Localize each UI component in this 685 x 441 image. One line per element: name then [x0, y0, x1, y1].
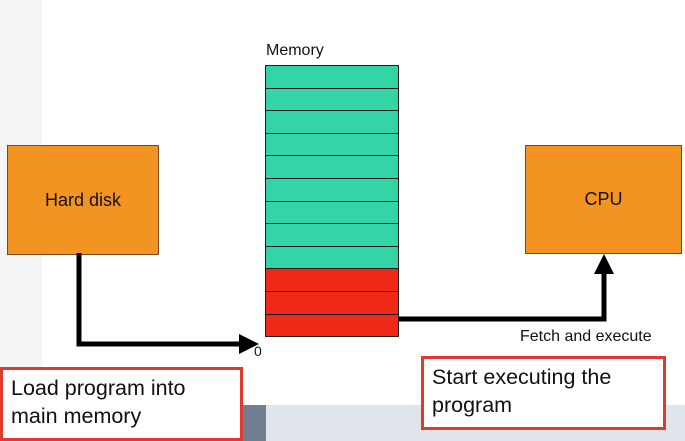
- start-executing-text: Start executing the program: [432, 365, 612, 417]
- bottom-slide-band-accent: [240, 405, 266, 441]
- fetch-arrow: [399, 254, 614, 322]
- load-program-callout: Load program into main memory: [0, 367, 243, 441]
- load-arrow: [76, 253, 259, 354]
- load-program-text: Load program into main memory: [11, 376, 186, 428]
- memory-stack: [265, 65, 399, 338]
- fetch-execute-label: Fetch and execute: [520, 328, 652, 345]
- hard-disk-box: Hard disk: [7, 145, 159, 255]
- hard-disk-label: Hard disk: [44, 189, 122, 210]
- memory-label: Memory: [266, 42, 324, 59]
- start-executing-callout: Start executing the program: [421, 356, 666, 430]
- memory-cell-program: [265, 313, 399, 338]
- cpu-label: CPU: [584, 189, 623, 209]
- memory-address-zero: 0: [254, 343, 262, 359]
- cpu-box: CPU: [525, 145, 682, 254]
